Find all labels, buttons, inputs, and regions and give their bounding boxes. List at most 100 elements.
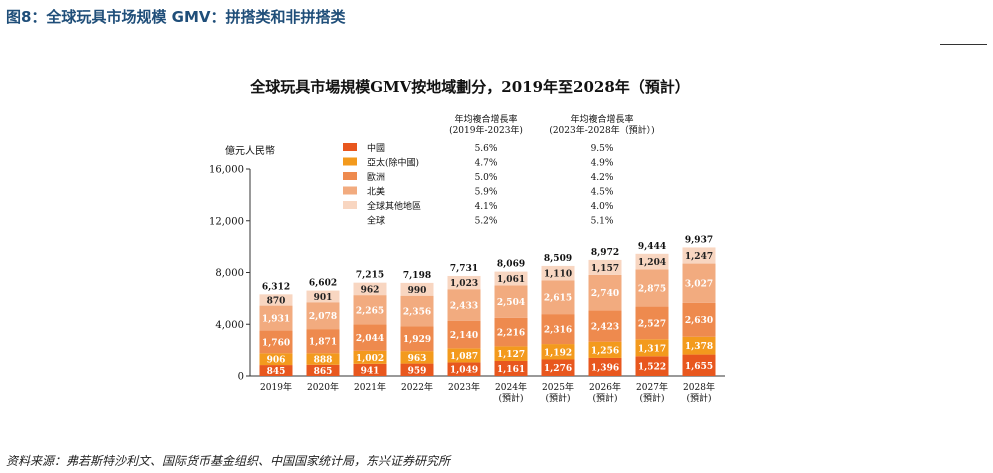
bar-data-label: 1,931: [262, 315, 290, 325]
bar-data-label: 1,522: [638, 363, 666, 373]
bar-data-label: 845: [267, 367, 286, 377]
bar-data-label: 2,140: [450, 331, 478, 341]
cagr-value-2023-2028: 9.5%: [591, 144, 614, 154]
bar-data-label: 990: [408, 286, 427, 296]
bar-data-label: 2,504: [497, 298, 525, 308]
legend-label: 全球: [367, 215, 385, 227]
figure-title: 图8：全球玩具市场规模 GMV：拼搭类和非拼搭类: [6, 8, 346, 26]
cagr-header-2019-2023: (2019年-2023年): [449, 124, 523, 136]
bar-data-label: 1,317: [638, 344, 666, 354]
bar-data-label: 1,192: [544, 348, 572, 358]
legend-label: 中國: [367, 142, 385, 154]
y-tick-label: 12,000: [209, 216, 244, 227]
bar-data-label: 1,396: [591, 363, 619, 373]
bar-total-label: 6,312: [262, 282, 290, 292]
bar-segment: [588, 274, 622, 311]
source-note: 资料来源：弗若斯特沙利文、国际货币基金组织、中国国家统计局，东兴证券研究所: [6, 454, 451, 468]
legend-swatch: [343, 186, 357, 195]
x-tick-label: 2024年: [495, 381, 527, 393]
bar-data-label: 1,087: [450, 352, 478, 362]
cagr-value-2023-2028: 4.2%: [591, 173, 614, 183]
legend: 年均複合增長率(2019年-2023年)年均複合增長率(2023年-2028年（…: [343, 113, 655, 227]
bar-segment: [541, 280, 575, 315]
cagr-value-2019-2023: 5.9%: [475, 188, 498, 198]
bar-segment: [541, 314, 575, 345]
cagr-header-2019-2023: 年均複合增長率: [454, 113, 517, 125]
y-axis-label: 億元人民幣: [225, 144, 275, 157]
bar-data-label: 1,023: [450, 279, 478, 289]
x-tick-label: 2019年: [260, 381, 292, 393]
bar-data-label: 1,760: [262, 338, 290, 348]
bar-data-label: 1,049: [450, 366, 478, 376]
cagr-value-2023-2028: 5.1%: [591, 217, 614, 227]
bar-segment: [259, 365, 293, 376]
bar-segment: [306, 302, 340, 330]
bar-data-label: 2,740: [591, 289, 619, 299]
bar-segment: [588, 310, 622, 342]
bar-segment: [400, 282, 434, 296]
cagr-value-2019-2023: 4.7%: [475, 159, 498, 169]
bar-segment: [306, 364, 340, 376]
bar-total-label: 9,937: [685, 235, 713, 245]
bar-segment: [494, 271, 528, 286]
bar-data-label: 2,078: [309, 312, 337, 322]
bar-segment: [494, 317, 528, 347]
x-tick-label: 2026年: [589, 381, 621, 393]
legend-swatch: [343, 157, 357, 166]
bar-data-label: 959: [408, 366, 427, 376]
bar-data-label: 1,378: [685, 342, 713, 352]
bar-data-label: 865: [314, 367, 333, 377]
cagr-value-2023-2028: 4.0%: [591, 202, 614, 212]
bar-total-label: 9,444: [638, 242, 666, 252]
bar-segment: [588, 259, 622, 275]
bar-data-label: 1,204: [638, 258, 666, 268]
bar-segment: [400, 351, 434, 364]
bar-data-label: 2,875: [638, 284, 666, 294]
x-tick-label: 2023年: [448, 381, 480, 393]
bar-data-label: 906: [267, 356, 286, 366]
bar-segment: [400, 363, 434, 376]
bar-segment: [682, 302, 716, 337]
bar-data-label: 2,527: [638, 319, 666, 329]
bar-segment: [588, 341, 622, 358]
legend-swatch: [343, 143, 357, 151]
bar-total-label: 6,602: [309, 279, 337, 289]
bar-segment: [447, 362, 481, 376]
bar-data-label: 1,247: [685, 252, 713, 262]
cagr-value-2019-2023: 5.2%: [475, 217, 498, 227]
bar-segment: [259, 330, 293, 354]
y-tick-label: 16,000: [209, 165, 244, 176]
bar-segment: [541, 359, 575, 376]
bar-data-label: 2,433: [450, 301, 478, 311]
bar-segment: [635, 356, 669, 376]
bar-segment: [447, 275, 481, 290]
bar-segment: [635, 269, 669, 307]
cagr-value-2019-2023: 4.1%: [475, 202, 498, 212]
bar-segment: [353, 350, 387, 364]
bar-segment: [682, 336, 716, 355]
bar-segment: [259, 353, 293, 366]
bar-total-label: 8,069: [497, 260, 525, 270]
bar-data-label: 1,871: [309, 338, 337, 348]
x-tick-label: (預計): [545, 392, 570, 404]
bar-data-label: 1,929: [403, 335, 431, 345]
bar-total-label: 8,509: [544, 254, 572, 264]
bar-segment: [353, 282, 387, 296]
bar-data-label: 901: [314, 293, 333, 303]
legend-swatch: [343, 201, 357, 209]
bar-segment: [259, 305, 293, 331]
bar-data-label: 2,044: [356, 334, 384, 344]
x-tick-label: 2027年: [636, 381, 668, 393]
header-rule: [940, 44, 987, 45]
bar-segment: [353, 324, 387, 351]
bar-data-label: 2,630: [685, 316, 713, 326]
bar-data-label: 1,061: [497, 275, 525, 285]
bar-segment: [400, 295, 434, 327]
x-tick-label: (預計): [498, 392, 523, 404]
bar-segment: [588, 357, 622, 376]
bar-segment: [494, 346, 528, 361]
bar-data-label: 888: [314, 356, 333, 366]
bar-segment: [494, 360, 528, 376]
cagr-value-2023-2028: 4.9%: [591, 159, 614, 169]
